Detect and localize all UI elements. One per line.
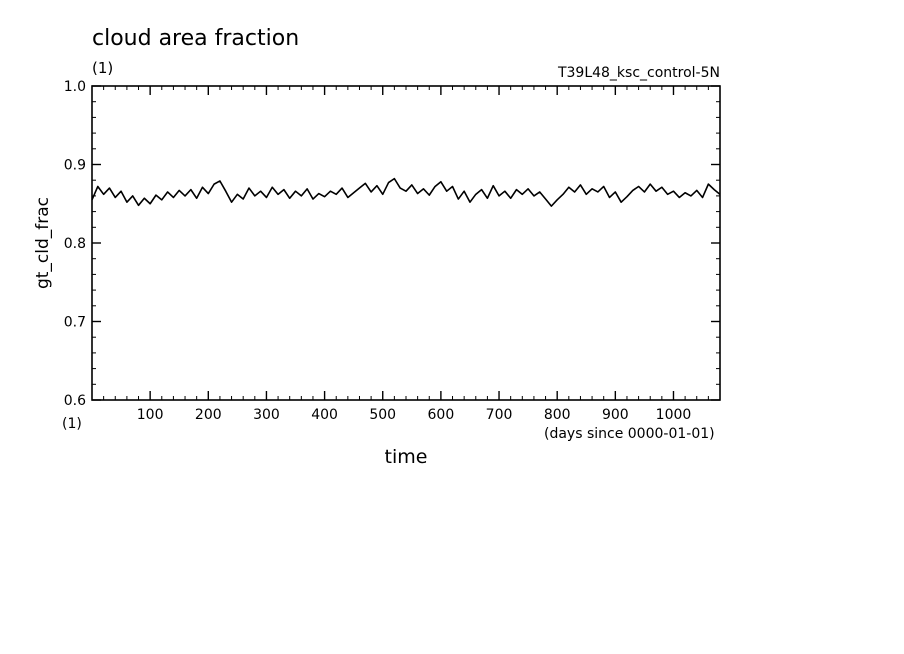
y-tick-label: 0.9 — [64, 158, 86, 174]
x-tick-label: 500 — [369, 407, 396, 423]
plot-frame — [91, 85, 721, 401]
y-tick-label: 0.8 — [64, 236, 86, 252]
chart-title: cloud area fraction — [92, 26, 299, 51]
x-axis-label: time — [385, 446, 428, 468]
x-tick-label: 1000 — [656, 407, 692, 423]
y-tick-label: 1.0 — [64, 79, 86, 95]
x-tick-label: 400 — [311, 407, 338, 423]
x-axis-units: (days since 0000-01-01) — [544, 426, 715, 442]
x-tick-label: 800 — [544, 407, 571, 423]
x-tick-label: 900 — [602, 407, 629, 423]
title-units: (1) — [92, 59, 113, 77]
run-label: T39L48_ksc_control-5N — [557, 65, 720, 81]
x-tick-label: 200 — [195, 407, 222, 423]
x-tick-label: 600 — [428, 407, 455, 423]
series-line — [91, 177, 721, 207]
y-axis-label: gt_cld_frac — [33, 197, 53, 289]
x-tick-label: 700 — [486, 407, 513, 423]
y-tick-label: 0.7 — [64, 315, 86, 331]
y-axis-units: (1) — [62, 416, 82, 432]
x-tick-label: 100 — [137, 407, 164, 423]
x-tick-label: 300 — [253, 407, 280, 423]
y-axis-ticks: 0.6 0.7 0.8 0.9 1.0 — [64, 79, 720, 409]
y-tick-label: 0.6 — [64, 393, 86, 409]
x-axis-ticks: 100 200 300 400 500 600 700 800 900 1000 — [103, 86, 709, 423]
